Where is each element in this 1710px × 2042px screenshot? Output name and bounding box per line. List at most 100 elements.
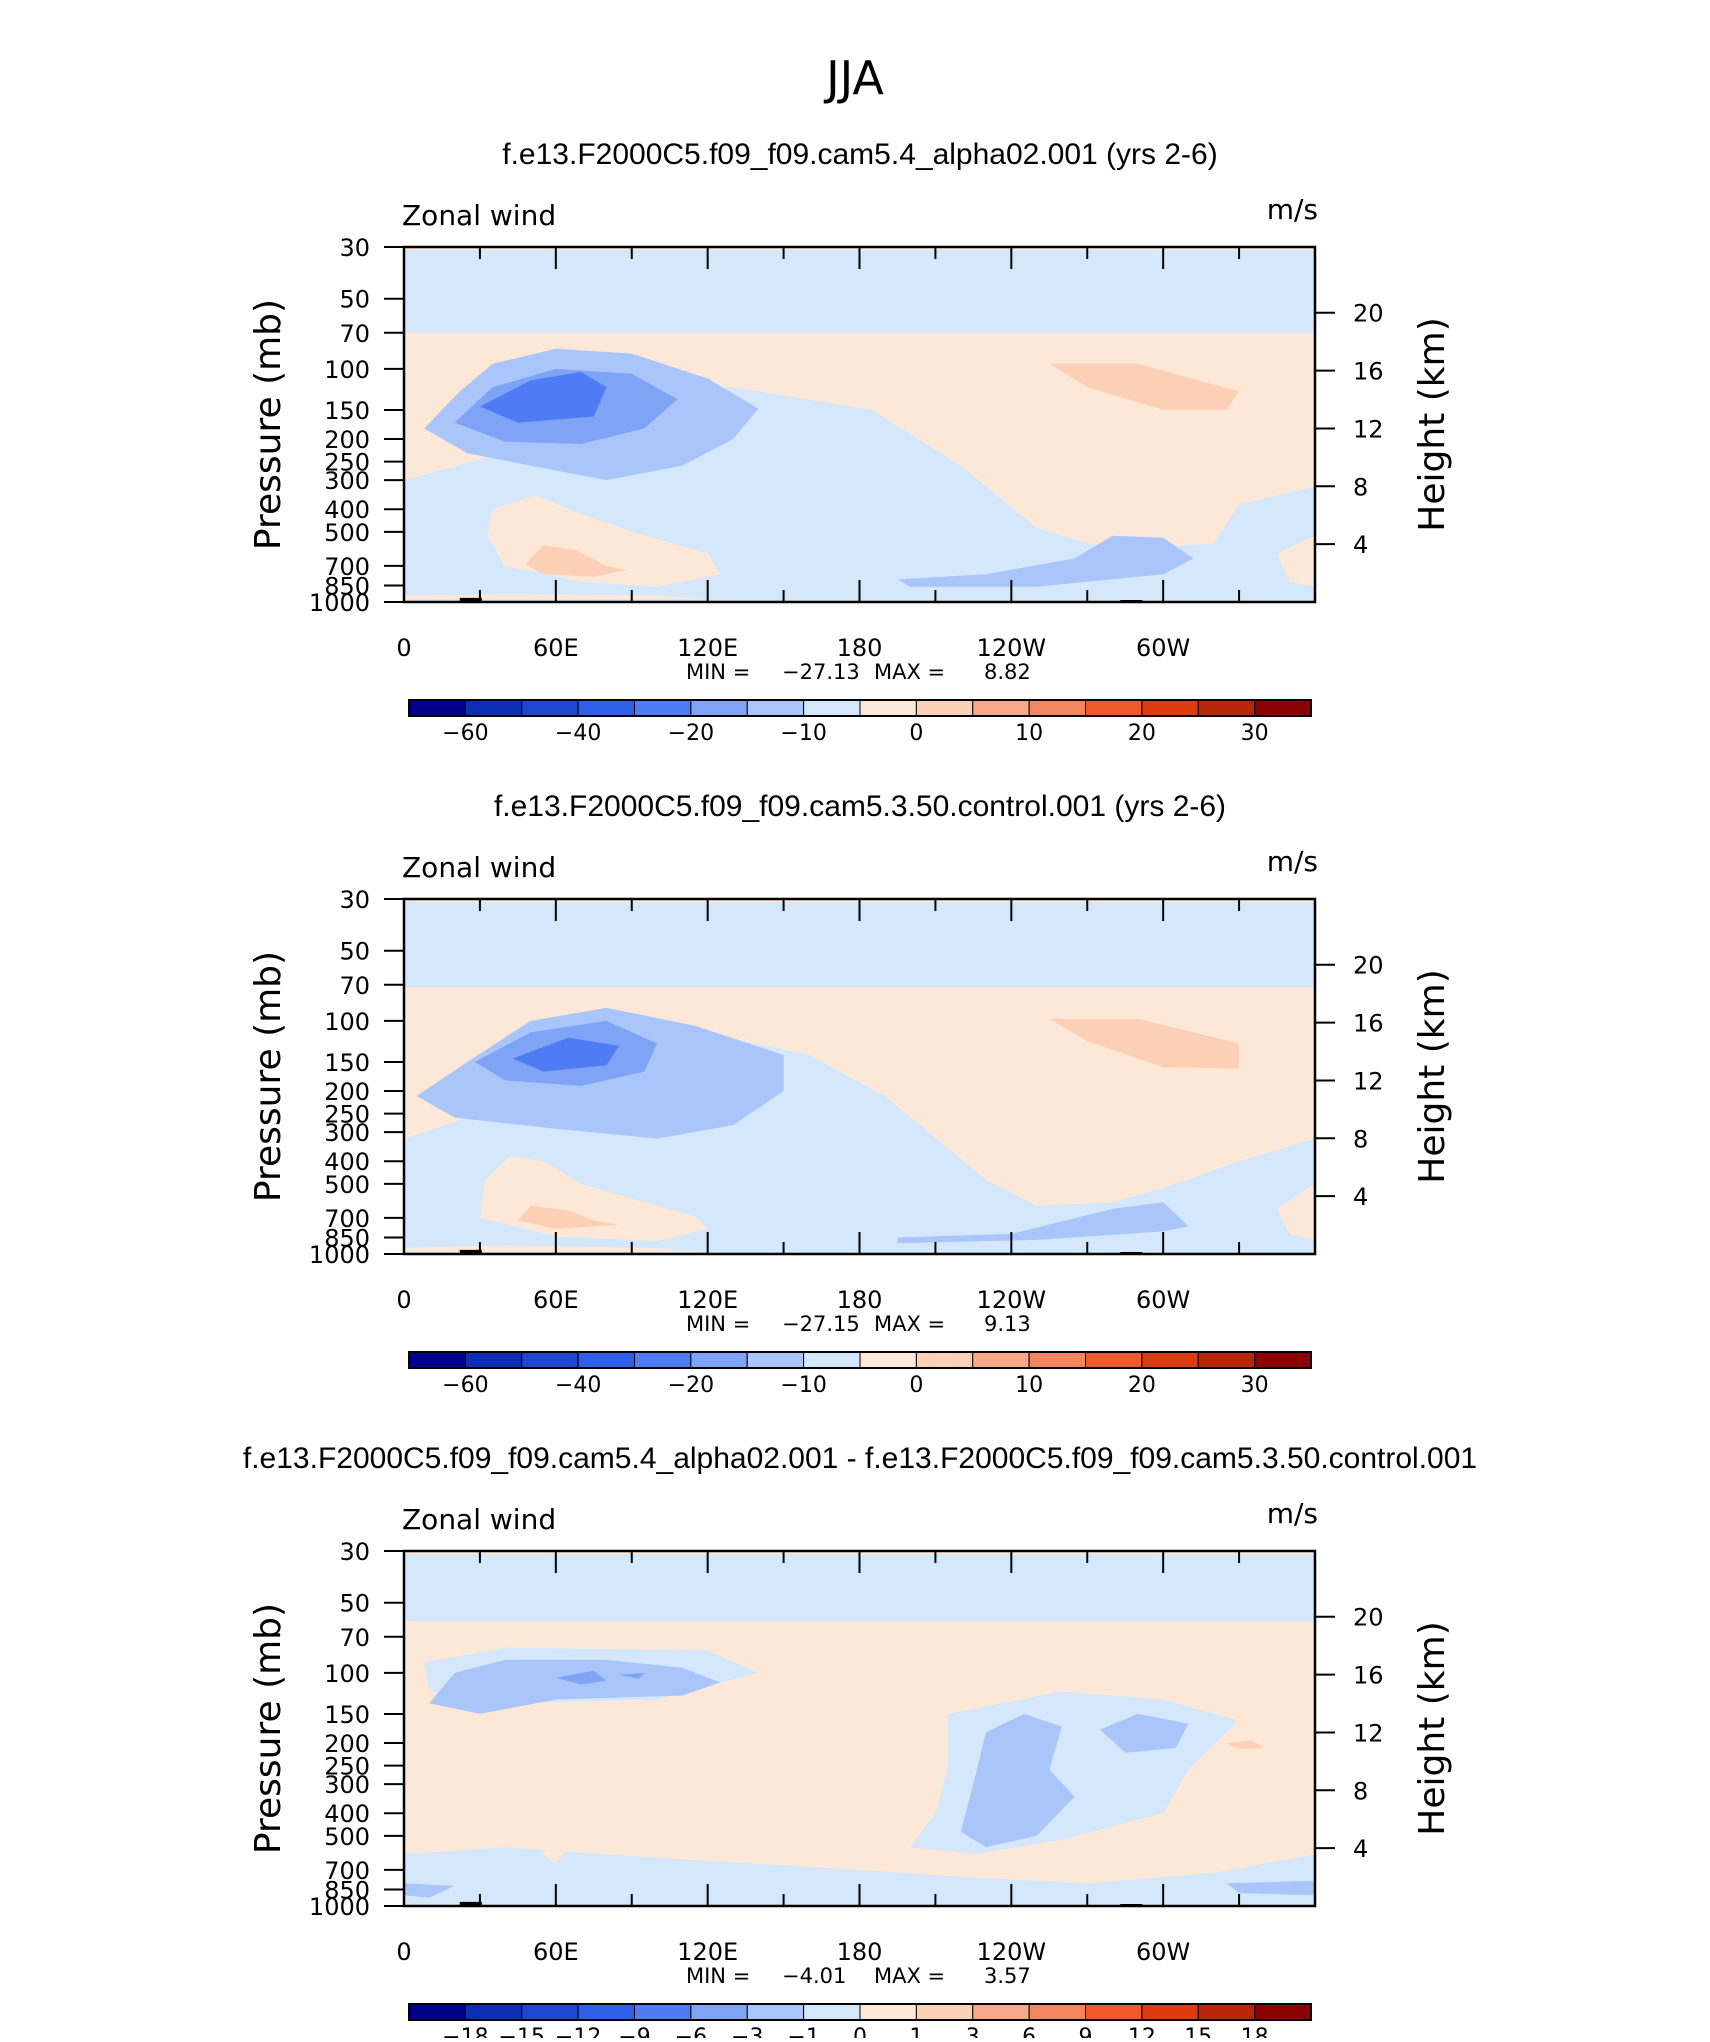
units-label: m/s [1267, 193, 1318, 226]
colorbar-tick-label: 15 [1184, 2025, 1212, 2038]
colorbar-tick-label: 0 [909, 1373, 923, 1398]
y-tick-label: 200 [324, 426, 370, 454]
colorbar-tick-label: −10 [780, 1373, 826, 1398]
colorbar-bin [1141, 699, 1199, 717]
x-tick-label: 0 [396, 1286, 411, 1314]
colorbar-bin [915, 1351, 974, 1369]
y-tick-label: 500 [324, 1823, 370, 1851]
colorbar-tick-label: 0 [853, 2025, 867, 2038]
y-tick-label: 300 [324, 1771, 370, 1799]
y-axis-right-title: Height (km) [1412, 317, 1453, 531]
contour-region [517, 1205, 620, 1229]
contour-region [897, 535, 1194, 587]
y-tick-label: 1000 [309, 1241, 370, 1269]
colorbar-bin [1197, 2003, 1256, 2021]
colorbar-tick-label: 30 [1241, 721, 1269, 746]
colorbar-tick-label: −40 [555, 721, 601, 746]
colorbar-bin [972, 699, 1030, 717]
colorbar-bin [1197, 699, 1256, 717]
contour-region [897, 1202, 1189, 1244]
y-right-tick-label: 16 [1353, 1662, 1384, 1690]
y-tick-label: 70 [339, 320, 370, 348]
colorbar-bin [577, 2003, 635, 2021]
colorbar-tick-label: 10 [1015, 721, 1043, 746]
y-right-tick-label: 12 [1353, 415, 1384, 443]
colorbar-tick-label: 20 [1128, 1373, 1156, 1398]
y-tick-label: 850 [324, 1877, 370, 1905]
colorbar-bin [972, 1351, 1030, 1369]
y-tick-label: 1000 [309, 589, 370, 617]
y-tick-label: 50 [339, 1590, 370, 1618]
y-tick-label: 500 [324, 519, 370, 547]
x-tick-label: 60E [533, 634, 579, 662]
contour-region [1277, 535, 1315, 587]
contour-region [960, 1713, 1075, 1848]
left-label: Zonal wind [402, 199, 556, 232]
y-axis-title: Pressure (mb) [248, 1603, 289, 1854]
y-axis-right-title: Height (km) [1412, 1621, 1453, 1835]
contour-field [404, 1551, 1315, 1906]
colorbar-bin [690, 699, 748, 717]
x-tick-label: 180 [837, 1938, 883, 1966]
y-right-tick-label: 4 [1353, 531, 1368, 559]
y-tick-label: 30 [339, 234, 370, 262]
y-tick-label: 150 [324, 397, 370, 425]
y-tick-label: 400 [324, 496, 370, 524]
y-tick-label: 100 [324, 1008, 370, 1036]
colorbar-frame [408, 1351, 1312, 1369]
y-tick-label: 250 [324, 1101, 370, 1129]
contour-region [1226, 1740, 1265, 1749]
contour-region [619, 1672, 645, 1679]
colorbar-bin [1085, 2003, 1143, 2021]
contour-region [525, 545, 627, 577]
colorbar-bin [859, 2003, 917, 2021]
colorbar-bin [577, 699, 635, 717]
colorbar-bin [1254, 699, 1312, 717]
colorbar-bin [690, 2003, 748, 2021]
y-tick-label: 500 [324, 1171, 370, 1199]
panel-1: f.e13.F2000C5.f09_f09.cam5.4_alpha02.001… [248, 138, 1453, 746]
colorbar-bin [746, 2003, 805, 2021]
contour-region [404, 250, 1315, 333]
colorbar-tick-label: −9 [618, 2025, 650, 2038]
stats-min-label: MIN = [686, 1312, 750, 1336]
contour-region [404, 1847, 1315, 1906]
y-tick-label: 400 [324, 1148, 370, 1176]
colorbar-tick-label: −12 [555, 2025, 601, 2038]
y-tick-label: 30 [339, 886, 370, 914]
y-tick-label: 300 [324, 467, 370, 495]
contour-region [1226, 1880, 1315, 1896]
stats-max-label: MAX = [874, 660, 945, 684]
stats-min-value: −27.15 [782, 1312, 860, 1336]
x-tick-label: 180 [837, 634, 883, 662]
stats-min-value: −4.01 [782, 1964, 846, 1988]
stats-min-value: −27.13 [782, 660, 860, 684]
stats-max-label: MAX = [874, 1312, 945, 1336]
colorbar-tick-label: −15 [499, 2025, 545, 2038]
y-tick-label: 700 [324, 1205, 370, 1233]
colorbar-tick-label: 10 [1015, 1373, 1043, 1398]
x-tick-label: 60E [533, 1938, 579, 1966]
colorbar-tick-label: −40 [555, 1373, 601, 1398]
colorbar-bin [634, 2003, 692, 2021]
colorbar-bin [521, 1351, 579, 1369]
stats-max-value: 3.57 [984, 1964, 1031, 1988]
colorbar-bin [803, 699, 861, 717]
colorbar-bin [577, 1351, 635, 1369]
colorbar-tick-label: −3 [731, 2025, 763, 2038]
y-right-tick-label: 20 [1353, 952, 1384, 980]
stats-min-label: MIN = [686, 660, 750, 684]
colorbar-bin [634, 1351, 692, 1369]
contour-region [1213, 1713, 1315, 1791]
colorbar-bin [1254, 2003, 1312, 2021]
stats-max-label: MAX = [874, 1964, 945, 1988]
left-label: Zonal wind [402, 851, 556, 884]
units-label: m/s [1267, 845, 1318, 878]
y-axis-title: Pressure (mb) [248, 299, 289, 550]
contour-region [404, 902, 1315, 988]
panel-3: f.e13.F2000C5.f09_f09.cam5.4_alpha02.001… [243, 1442, 1477, 2042]
y-right-tick-label: 20 [1353, 300, 1384, 328]
y-tick-label: 50 [339, 286, 370, 314]
colorbar-bin [408, 2003, 466, 2021]
x-tick-label: 120W [977, 1938, 1047, 1966]
